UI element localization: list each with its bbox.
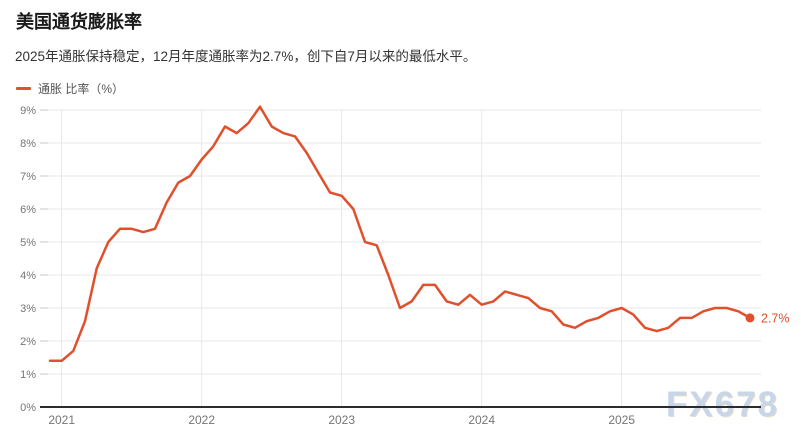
y-tick-label: 2% <box>20 336 36 348</box>
y-tick-label: 6% <box>20 204 36 216</box>
y-tick-label: 7% <box>20 171 36 183</box>
x-tick-label: 2022 <box>188 413 215 427</box>
series-line <box>48 105 752 363</box>
legend-line-swatch <box>16 87 31 90</box>
y-tick-label: 3% <box>20 303 36 315</box>
x-tick-label: 2023 <box>328 413 355 427</box>
x-tick-label: 2021 <box>48 413 75 427</box>
legend: 通胀 比率（%） <box>0 65 806 97</box>
y-tick-label: 4% <box>20 270 36 282</box>
y-tick-label: 0% <box>20 402 36 414</box>
x-tick-label: 2025 <box>608 413 635 427</box>
end-value-label: 2.7% <box>761 311 790 325</box>
y-tick-label: 5% <box>20 237 36 249</box>
y-tick-label: 8% <box>20 138 36 150</box>
inflation-line-chart: 2021 2022 2023 2024 2025 0% 1% 2% 3% 4% 5% 6% 7% 8% 9%… <box>20 105 790 427</box>
end-dot <box>745 313 755 323</box>
y-tick-label: 1% <box>20 369 36 381</box>
page-title: 美国通货膨胀率 <box>16 12 142 32</box>
chart-area: FX678 2021 2022 2023 2024 2025 0% 1% 2% 3% 4% 5% 6%… <box>0 85 806 445</box>
legend-label: 通胀 比率（%） <box>38 82 125 96</box>
chart-subtitle: 2025年通胀保持稳定，12月年度通胀率为2.7%，创下自7月以来的最低水平。 <box>15 49 477 64</box>
x-tick-label: 2024 <box>468 413 495 427</box>
y-tick-label: 9% <box>20 105 36 117</box>
watermark: FX678 <box>665 385 779 424</box>
